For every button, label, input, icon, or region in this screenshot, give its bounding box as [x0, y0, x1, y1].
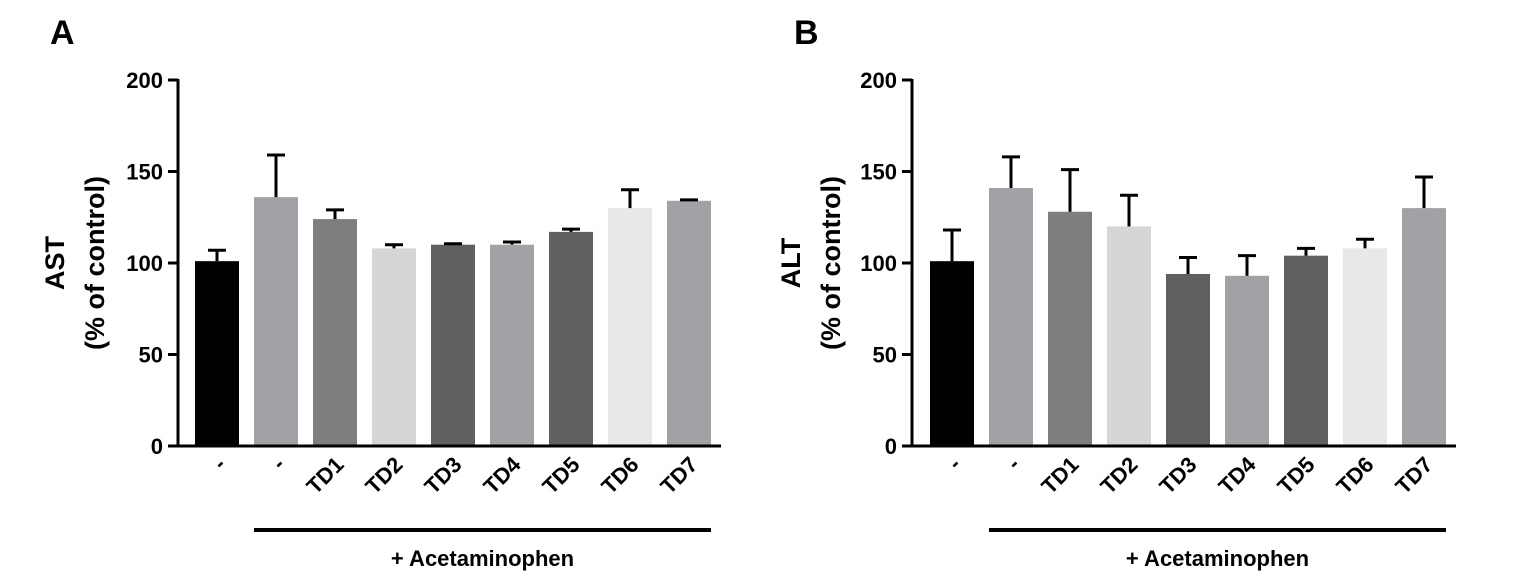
y-tick-label: 0	[885, 434, 897, 459]
y-axis-subtitle: (% of control)	[80, 176, 110, 350]
bar	[1107, 226, 1151, 446]
x-tick-label: TD2	[360, 452, 407, 499]
x-tick-label: TD7	[655, 452, 702, 499]
x-tick-label: TD7	[1390, 452, 1437, 499]
x-tick-label: -	[267, 452, 290, 475]
bar	[1166, 273, 1210, 446]
y-tick-label: 100	[860, 251, 897, 276]
y-tick-label: 50	[139, 343, 163, 368]
bar	[549, 231, 593, 446]
bar	[930, 261, 974, 446]
bar	[608, 208, 652, 446]
bar	[989, 187, 1033, 446]
x-tick-label: TD6	[596, 452, 643, 499]
group-label: + Acetaminophen	[1126, 546, 1309, 571]
bar	[1225, 275, 1269, 446]
x-tick-label: TD3	[1154, 452, 1201, 499]
group-label: + Acetaminophen	[391, 546, 574, 571]
bar	[490, 244, 534, 446]
y-axis-title: ALT	[776, 237, 806, 288]
y-axis-title: AST	[40, 235, 70, 290]
x-tick-label: TD5	[1272, 452, 1319, 499]
bar	[431, 244, 475, 446]
x-tick-label: TD4	[1213, 451, 1261, 499]
bar	[195, 261, 239, 446]
x-tick-label: -	[208, 452, 231, 475]
y-tick-label: 100	[126, 251, 163, 276]
bar	[1048, 211, 1092, 446]
panel-label: B	[794, 14, 819, 52]
bar	[1402, 208, 1446, 446]
bar	[667, 200, 711, 446]
x-tick-label: -	[943, 452, 966, 475]
bar	[313, 219, 357, 446]
bar	[372, 248, 416, 446]
x-tick-label: TD6	[1331, 452, 1378, 499]
x-tick-label: TD1	[1036, 452, 1083, 499]
bar	[254, 197, 298, 446]
y-tick-label: 150	[126, 160, 163, 185]
x-tick-label: TD2	[1095, 452, 1142, 499]
bar	[1343, 248, 1387, 446]
panel-label: A	[50, 14, 75, 52]
y-axis-subtitle: (% of control)	[816, 176, 846, 350]
x-tick-label: -	[1002, 452, 1025, 475]
x-tick-label: TD1	[301, 452, 348, 499]
x-tick-label: TD4	[478, 451, 526, 499]
y-tick-label: 150	[860, 160, 897, 185]
y-tick-label: 200	[860, 68, 897, 93]
y-tick-label: 50	[873, 343, 897, 368]
x-tick-label: TD5	[537, 452, 584, 499]
bar	[1284, 255, 1328, 446]
y-tick-label: 200	[126, 68, 163, 93]
y-tick-label: 0	[151, 434, 163, 459]
x-tick-label: TD3	[419, 452, 466, 499]
